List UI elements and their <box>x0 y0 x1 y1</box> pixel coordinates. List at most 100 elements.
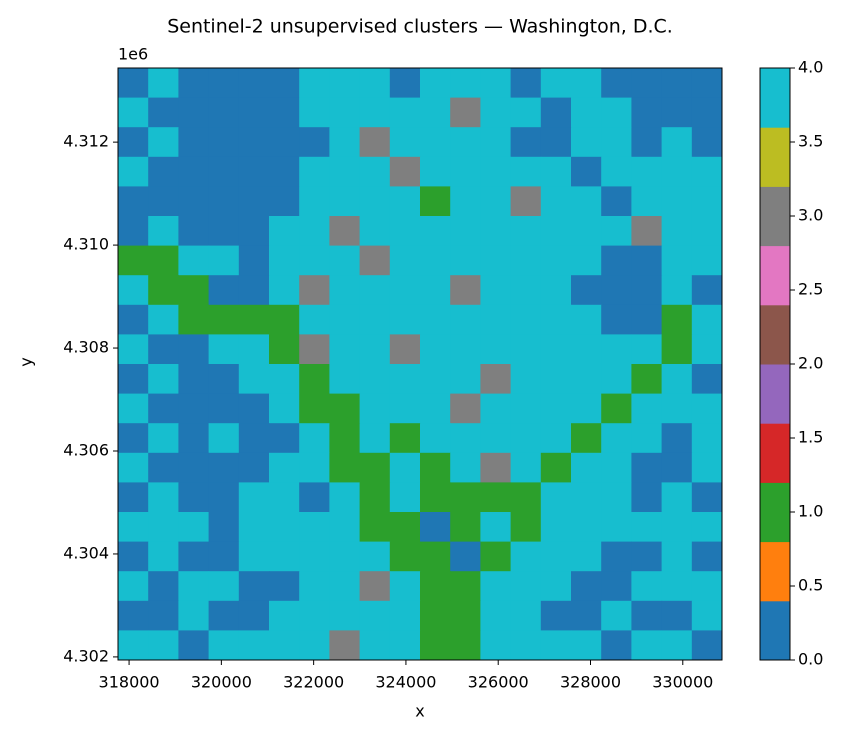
raster-cell <box>359 630 391 661</box>
raster-cell <box>208 127 240 158</box>
raster-cell <box>269 541 300 572</box>
raster-cell <box>269 127 300 158</box>
x-tick-label: 328000 <box>560 673 621 692</box>
raster-cell <box>329 571 361 602</box>
raster-cell <box>601 186 632 217</box>
raster-cell <box>329 630 361 661</box>
raster-cell <box>299 334 330 365</box>
raster-cell <box>148 68 179 99</box>
raster-cell <box>238 334 270 365</box>
raster-cell <box>571 452 602 483</box>
raster-cell <box>601 512 632 543</box>
raster-cell <box>299 423 330 454</box>
raster-cell <box>359 156 391 187</box>
raster-cell <box>661 275 693 306</box>
raster-cell <box>631 423 663 454</box>
raster-cell <box>540 423 572 454</box>
raster-cell <box>118 216 149 247</box>
raster-cell <box>420 68 451 99</box>
y-axis-label: y <box>17 357 36 366</box>
raster-cell <box>480 482 512 513</box>
raster-cell <box>359 334 391 365</box>
raster-cell <box>238 186 270 217</box>
raster-cell <box>510 423 542 454</box>
raster-cell <box>269 452 300 483</box>
raster-cell <box>661 630 693 661</box>
raster-cell <box>208 156 240 187</box>
raster-cell <box>148 334 179 365</box>
raster-cell <box>450 393 481 424</box>
raster-cell <box>510 364 542 395</box>
raster-cell <box>571 245 602 276</box>
raster-cell <box>480 334 512 365</box>
raster-cell <box>208 600 240 631</box>
raster-cell <box>571 68 602 99</box>
raster-cell <box>238 216 270 247</box>
raster-cell <box>329 600 361 631</box>
raster-cell <box>148 216 179 247</box>
raster-cell <box>510 571 542 602</box>
raster-cell <box>359 512 391 543</box>
raster-cell <box>420 156 451 187</box>
raster-cell <box>389 68 421 99</box>
raster-cell <box>661 245 693 276</box>
raster-cell <box>148 393 179 424</box>
raster-cell <box>571 630 602 661</box>
raster-cell <box>510 216 542 247</box>
raster-cell <box>420 364 451 395</box>
raster-cell <box>178 423 210 454</box>
raster-cell <box>510 275 542 306</box>
colorbar-segment <box>760 127 790 187</box>
raster-cell <box>631 482 663 513</box>
raster-cell <box>480 364 512 395</box>
raster-cell <box>118 541 149 572</box>
raster-cell <box>148 275 179 306</box>
raster-cell <box>691 127 723 158</box>
raster-cell <box>238 97 270 128</box>
colorbar-segment <box>760 68 790 128</box>
raster-cell <box>208 186 240 217</box>
raster-cell <box>450 245 481 276</box>
raster-cell <box>631 186 663 217</box>
raster-cell <box>269 68 300 99</box>
raster-cell <box>661 600 693 631</box>
raster-cell <box>238 304 270 335</box>
raster-cell <box>238 364 270 395</box>
raster-cell <box>661 452 693 483</box>
raster-cell <box>329 304 361 335</box>
colorbar-segment <box>760 423 790 483</box>
colorbar-tick-label: 1.5 <box>798 428 823 447</box>
raster-cell <box>631 304 663 335</box>
raster-cell <box>510 156 542 187</box>
raster-cell <box>299 275 330 306</box>
raster-cell <box>359 364 391 395</box>
raster-cell <box>661 186 693 217</box>
raster-cell <box>148 482 179 513</box>
raster-cell <box>329 393 361 424</box>
raster-cell <box>420 393 451 424</box>
raster-cell <box>178 393 210 424</box>
raster-cell <box>540 216 572 247</box>
raster-cell <box>691 600 723 631</box>
raster-cell <box>208 245 240 276</box>
raster-cell <box>450 452 481 483</box>
raster-cell <box>631 97 663 128</box>
raster-cell <box>269 97 300 128</box>
raster-cell <box>359 127 391 158</box>
colorbar-tick-label: 3.0 <box>798 206 823 225</box>
raster-cell <box>601 156 632 187</box>
raster-cell <box>269 216 300 247</box>
raster-cell <box>631 393 663 424</box>
raster-cell <box>510 512 542 543</box>
raster-cell <box>299 571 330 602</box>
raster-cell <box>661 97 693 128</box>
raster-cell <box>359 245 391 276</box>
raster-cell <box>299 216 330 247</box>
raster-cell <box>540 68 572 99</box>
raster-cell <box>450 334 481 365</box>
raster-cell <box>540 127 572 158</box>
raster-cell <box>691 156 723 187</box>
raster-cell <box>510 334 542 365</box>
raster-cell <box>178 482 210 513</box>
raster-cell <box>178 630 210 661</box>
